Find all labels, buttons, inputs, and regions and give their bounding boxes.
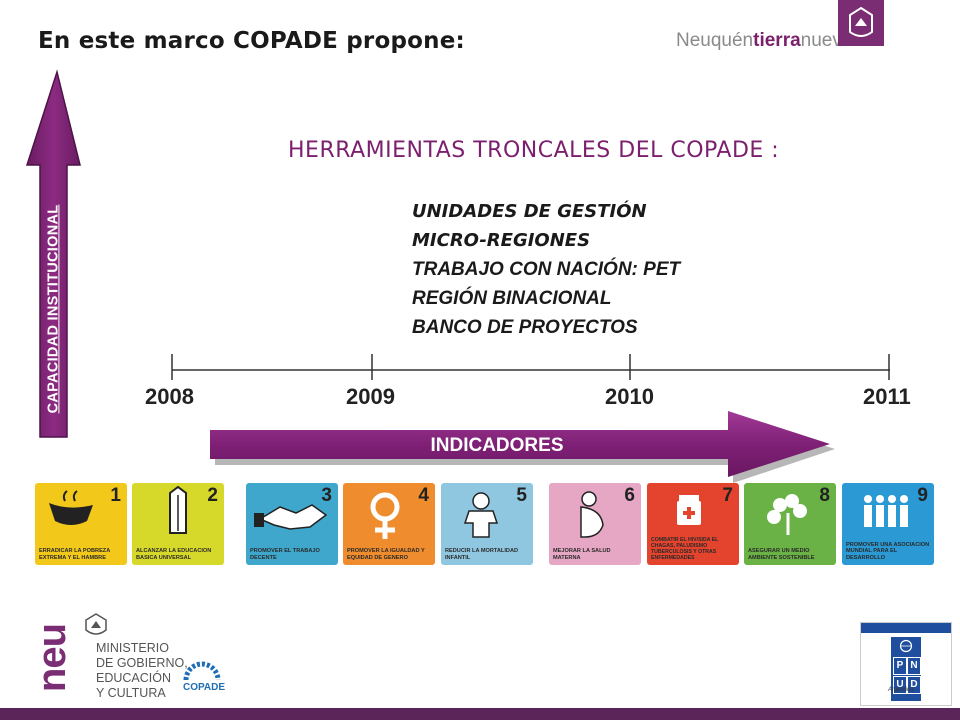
undp-country: Argentina — [888, 687, 914, 693]
ministry-emblem-icon — [84, 612, 108, 638]
goal-text: COMBATIR EL HIV/SIDA EL CHAGAS, PALUDISM… — [651, 537, 719, 561]
goal-tile-2: 2 ALCANZAR LA EDUCACION BASICA UNIVERSAL — [132, 483, 224, 565]
goal-tile-1: 1 ERRADICAR LA POBREZA EXTREMA Y EL HAMB… — [35, 483, 127, 565]
capacity-axis-label: CAPACIDAD INSTITUCIONAL — [45, 204, 62, 414]
tool-item: MICRO-REGIONES — [412, 230, 591, 251]
indicators-arrow-icon — [210, 411, 835, 483]
goal-text: PROMOVER EL TRABAJO DECENTE — [250, 548, 320, 561]
goal-tile-7: 7 COMBATIR EL HIV/SIDA EL CHAGAS, PALUDI… — [647, 483, 739, 565]
year-label: 2011 — [863, 384, 911, 409]
goal-text: ERRADICAR LA POBREZA EXTREMA Y EL HAMBRE — [39, 548, 111, 561]
bowl-icon — [49, 490, 93, 525]
tool-item: UNIDADES DE GESTIÓN — [412, 201, 647, 222]
goal-number: 2 — [207, 485, 218, 506]
tool-item: REGIÓN BINACIONAL — [412, 288, 612, 309]
goal-number: 5 — [516, 485, 527, 506]
tool-item: TRABAJO CON NACIÓN: PET — [412, 259, 681, 280]
female-symbol-icon — [370, 492, 400, 539]
people-icon — [864, 495, 908, 527]
slide-title: En este marco COPADE propone: — [38, 28, 465, 54]
goal-tile-9: 9 PROMOVER UNA ASOCIACION MUNDIAL PARA E… — [842, 483, 934, 565]
neu-logo: neu — [30, 623, 74, 693]
goal-tile-6: 6 MEJORAR LA SALUD MATERNA — [549, 483, 641, 565]
brand-part1: Neuquén — [676, 30, 754, 51]
undp-badge: P N U D — [891, 637, 921, 701]
capacity-arrow-icon — [25, 69, 81, 438]
handshake-icon — [254, 504, 328, 530]
goal-tile-8: 8 ASEGURAR UN MEDIO AMBIENTE SOSTENIBLE — [744, 483, 836, 565]
un-emblem-icon — [899, 639, 913, 653]
goal-text: REDUCIR LA MORTALIDAD INFANTIL — [445, 548, 519, 561]
indicators-label: INDICADORES — [430, 435, 564, 456]
goal-number: 8 — [819, 485, 830, 506]
goal-number: 7 — [722, 485, 733, 506]
pencil-icon — [169, 485, 187, 534]
brand-part2: tierra — [753, 30, 801, 51]
goal-text: PROMOVER UNA ASOCIACION MUNDIAL PARA EL … — [846, 541, 930, 561]
goal-number: 9 — [917, 485, 928, 506]
tools-heading: HERRAMIENTAS TRONCALES DEL COPADE : — [288, 138, 780, 163]
timeline — [171, 354, 890, 380]
ministry-name: MINISTERIO DE GOBIERNO, EDUCACIÓN Y CULT… — [96, 641, 188, 700]
footer-bar — [0, 708, 960, 720]
child-icon — [463, 492, 499, 538]
goal-text: ASEGURAR UN MEDIO AMBIENTE SOSTENIBLE — [748, 548, 815, 561]
year-label: 2009 — [346, 384, 395, 409]
goal-number: 4 — [418, 485, 429, 506]
goal-number: 3 — [321, 485, 332, 506]
goal-text: PROMOVER LA IGUALDAD Y EQUIDAD DE GENERO — [347, 548, 425, 561]
province-emblem-icon — [838, 0, 884, 46]
tool-item: BANCO DE PROYECTOS — [412, 317, 638, 338]
goal-tile-3: 3 PROMOVER EL TRABAJO DECENTE — [246, 483, 338, 565]
goal-tile-4: 4 PROMOVER LA IGUALDAD Y EQUIDAD DE GENE… — [343, 483, 435, 565]
tools-list: UNIDADES DE GESTIÓN MICRO-REGIONES TRABA… — [412, 197, 680, 342]
goal-text: ALCANZAR LA EDUCACION BASICA UNIVERSAL — [136, 548, 212, 561]
plant-icon — [767, 494, 807, 535]
goal-number: 1 — [110, 485, 121, 506]
medicine-icon — [677, 495, 701, 525]
copade-logo-text: COPADE — [183, 682, 226, 693]
year-label: 2008 — [145, 384, 194, 409]
goal-tile-5: 5 REDUCIR LA MORTALIDAD INFANTIL — [441, 483, 533, 565]
mother-icon — [580, 491, 604, 538]
year-label: 2010 — [605, 384, 654, 409]
goal-number: 6 — [624, 485, 635, 506]
goal-text: MEJORAR LA SALUD MATERNA — [553, 548, 611, 561]
undp-logo: P N U D — [860, 622, 952, 706]
neuquen-brand-logo: Neuquéntierranueva — [676, 30, 852, 52]
copade-logo-icon — [180, 652, 224, 682]
